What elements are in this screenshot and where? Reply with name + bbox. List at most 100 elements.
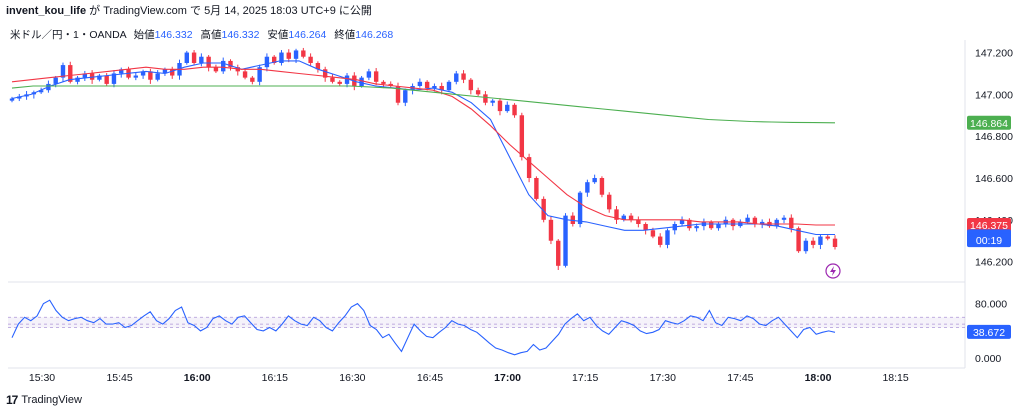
candle-body [694,226,699,229]
price-tag-label: 146.375 [970,220,1008,232]
candle-body [759,221,765,224]
candle-body [570,215,576,224]
candle-body [490,100,495,103]
close-label: 終値 [334,29,356,41]
price-tag [967,115,1011,130]
candle-body [468,79,474,91]
candle-body [301,50,306,57]
candle-body [148,71,153,80]
moving-average-line [11,66,835,226]
candle-body [381,81,386,84]
high-label: 高値 [200,29,222,41]
time-tick-label: 16:00 [184,372,211,384]
candle-body [293,50,299,59]
candle-body [250,77,255,82]
publish-header: invent_kou_life が TradingView.com で 5月 1… [6,2,372,18]
candle-body [119,69,124,74]
candle-body [745,217,750,222]
candle-body [512,104,517,116]
open-label: 始値 [133,29,155,41]
time-tick-label: 17:30 [650,372,676,384]
candle-body [679,219,685,224]
candle-body [577,192,583,224]
candle-body [264,56,270,68]
candle-body [818,236,823,245]
candle-body [133,75,139,78]
candle-body [308,56,313,63]
candle-body [424,81,430,89]
candle-body [53,77,58,84]
candle-body [519,115,525,158]
candle-body [774,219,779,227]
candle-body [483,94,488,103]
candle-body [206,56,211,68]
footer: 17 TradingView [6,393,82,407]
candle-body [82,73,88,78]
price-tag-label: 146.864 [970,118,1008,130]
publisher-name[interactable]: invent_kou_life [6,5,87,17]
symbol-legend: 米ドル／円・1・OANDA 始値146.332 高値146.332 安値146.… [10,27,398,42]
candle-body [60,65,66,78]
candle-body [585,182,590,193]
candle-body [803,240,809,252]
candle-body [563,215,568,266]
candle-body [68,65,73,82]
rsi-line [11,299,836,356]
candle-body [38,90,44,93]
candle-body [730,219,736,227]
candle-body [184,52,189,63]
moving-average-line [11,85,836,124]
price-tick-label: 146.600 [975,173,1013,185]
time-tick-label: 17:45 [727,372,753,384]
price-tag [967,233,1011,248]
publish-info: が TradingView.com で 5月 14, 2025 18:03 UT… [86,5,372,17]
symbol-label[interactable]: 米ドル／円・1・OANDA [10,29,127,41]
candle-body [97,75,102,80]
candle-body [89,73,95,80]
tradingview-brand[interactable]: TradingView [21,394,82,406]
candle-body [628,215,634,220]
candle-body [191,52,197,63]
candle-body [417,81,423,86]
candle-body [607,194,612,210]
candle-body [170,69,175,76]
candle-body [716,224,721,229]
candle-body [454,73,459,82]
time-tick-label: 18:15 [882,372,908,384]
moving-average-line [11,60,835,236]
candle-body [366,71,372,78]
candle-body [526,157,532,178]
rsi-tag [967,324,1011,339]
candle-body [810,240,816,245]
candle-body [832,238,838,247]
candle-body [505,104,510,112]
candle-body [388,83,393,86]
time-tick-label: 17:15 [572,372,598,384]
candle-body [322,69,328,78]
open-value: 146.332 [154,29,193,41]
price-tag-label: 00:19 [976,235,1002,247]
lightning-icon [830,266,836,276]
candle-body [650,230,656,237]
candle-body [614,209,619,220]
time-tick-label: 16:15 [262,372,288,384]
time-tick-label: 15:45 [106,372,132,384]
tradingview-logo-icon: 17 [6,393,18,407]
candle-body [475,90,481,95]
candle-body [257,67,262,82]
candle-body [315,63,321,70]
rsi-tick-label: 80.000 [975,299,1007,311]
candle-body [497,100,503,112]
close-value: 146.268 [355,29,394,41]
time-tick-label: 16:30 [339,372,365,384]
candle-body [373,71,379,82]
candle-body [636,219,641,224]
time-tick-label: 16:45 [417,372,443,384]
candle-body [548,219,554,241]
price-tag [967,218,1011,233]
candle-body [439,86,444,91]
high-value: 146.332 [221,29,260,41]
candle-body [789,217,794,229]
price-tick-label: 147.200 [975,48,1013,60]
